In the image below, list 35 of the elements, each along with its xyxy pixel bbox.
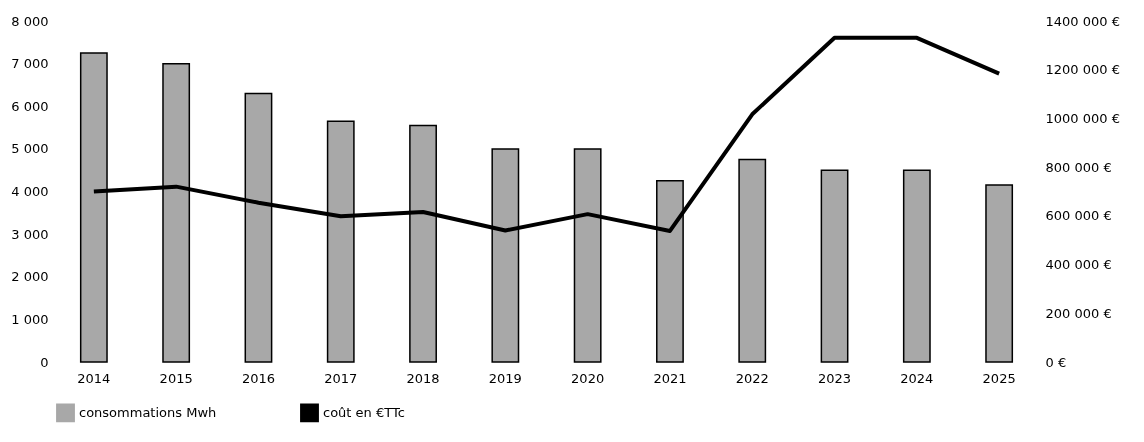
y-tick-label: 6 000 (11, 98, 49, 114)
y-tick-label: 8 000 (11, 13, 49, 29)
x-tick-label: 2015 (159, 370, 193, 386)
y-tick-label: 1 000 (11, 311, 49, 327)
x-tick-label: 2025 (982, 370, 1016, 386)
x-tick-label: 2022 (735, 370, 769, 386)
y-tick-label: 4 000 (11, 184, 49, 199)
x-tick-label: 2019 (488, 370, 522, 386)
x-tick-label: 2018 (406, 370, 440, 386)
x-tick-label: 2014 (77, 370, 111, 386)
x-tick-label: 2020 (571, 370, 605, 386)
x-tick-label: 2023 (818, 370, 852, 386)
y2-tick-label: 1200 000 € (1045, 62, 1120, 78)
x-tick-label: 2017 (324, 370, 358, 386)
y2-tick-label: 400 000 € (1045, 257, 1112, 273)
y2-tick-label: 1000 000 € (1045, 110, 1120, 126)
bar (820, 169, 849, 363)
y2-tick-label: 0 € (1045, 354, 1067, 370)
y-tick-label: 3 000 (11, 226, 49, 242)
legend-label: consommations Mwh (79, 404, 217, 420)
y2-tick-label: 1400 000 € (1045, 13, 1120, 29)
legend-label: coût en €TTc (323, 404, 405, 420)
y2-tick-label: 200 000 € (1045, 305, 1112, 321)
y-tick-label: 7 000 (11, 56, 49, 72)
y-tick-label: 2 000 (11, 269, 49, 285)
bar (985, 184, 1014, 363)
bar (738, 158, 767, 363)
y-tick-label: 5 000 (11, 141, 49, 157)
y2-tick-label: 600 000 € (1045, 208, 1112, 224)
x-tick-label: 2021 (653, 370, 687, 386)
y-tick-label: 0 (40, 354, 49, 370)
y2-tick-label: 800 000 € (1045, 159, 1112, 175)
x-tick-label: 2024 (900, 370, 934, 386)
bar (902, 169, 931, 363)
x-tick-label: 2016 (241, 370, 275, 386)
